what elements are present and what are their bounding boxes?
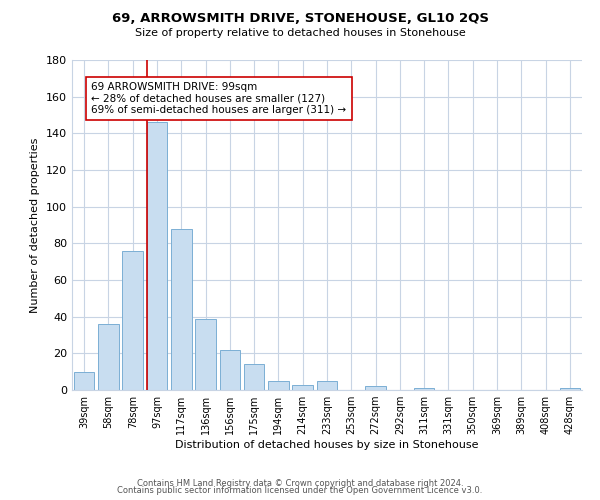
Bar: [74, 372, 94, 390]
Bar: [365, 386, 386, 390]
Text: Size of property relative to detached houses in Stonehouse: Size of property relative to detached ho…: [134, 28, 466, 38]
Bar: [414, 388, 434, 390]
Text: 69 ARROWSMITH DRIVE: 99sqm
← 28% of detached houses are smaller (127)
69% of sem: 69 ARROWSMITH DRIVE: 99sqm ← 28% of deta…: [91, 82, 347, 115]
Bar: [146, 122, 167, 390]
Bar: [195, 318, 216, 390]
Bar: [98, 324, 119, 390]
Y-axis label: Number of detached properties: Number of detached properties: [31, 138, 40, 312]
Bar: [220, 350, 240, 390]
Text: Contains public sector information licensed under the Open Government Licence v3: Contains public sector information licen…: [118, 486, 482, 495]
Bar: [171, 228, 191, 390]
Bar: [268, 381, 289, 390]
Bar: [292, 384, 313, 390]
Bar: [560, 388, 580, 390]
Text: 69, ARROWSMITH DRIVE, STONEHOUSE, GL10 2QS: 69, ARROWSMITH DRIVE, STONEHOUSE, GL10 2…: [112, 12, 488, 26]
Bar: [122, 250, 143, 390]
Text: Contains HM Land Registry data © Crown copyright and database right 2024.: Contains HM Land Registry data © Crown c…: [137, 478, 463, 488]
Bar: [244, 364, 265, 390]
Bar: [317, 381, 337, 390]
X-axis label: Distribution of detached houses by size in Stonehouse: Distribution of detached houses by size …: [175, 440, 479, 450]
